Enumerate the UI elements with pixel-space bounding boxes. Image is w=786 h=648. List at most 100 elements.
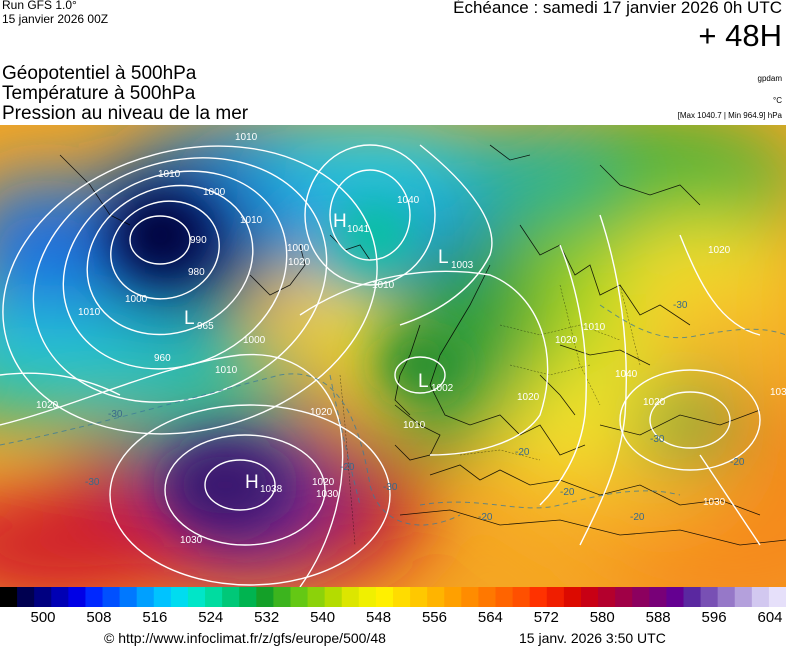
lead-time: + 48H <box>698 18 782 53</box>
low-value: 1003 <box>451 260 474 271</box>
color-scale-swatch <box>375 587 394 607</box>
low-center: L 1002 <box>418 371 454 394</box>
source-credit: © http://www.infoclimat.fr/z/gfs/europe/… <box>104 630 386 646</box>
color-scale-swatch <box>187 587 206 607</box>
isobar-label: 980 <box>188 267 205 278</box>
color-scale-swatch <box>0 587 18 607</box>
isobar-label: 1020 <box>555 335 578 346</box>
isobar-label: 1010 <box>403 420 426 431</box>
color-scale-swatch <box>512 587 531 607</box>
color-scale-swatch <box>239 587 257 607</box>
temperature-label: -30 <box>650 434 665 445</box>
color-scale-tick-label: 564 <box>477 609 503 626</box>
isobar-label: 1020 <box>36 400 59 411</box>
color-scale-tick-label: 548 <box>366 609 392 626</box>
temperature-labels: -30 -20 -20 -30 -20 -30 -30 -20 -20 -20 … <box>85 300 745 523</box>
weather-map: 1010 1000 990 980 1000 1010 1020 1030 10… <box>0 125 786 587</box>
color-scale-swatch <box>734 587 753 607</box>
color-scale-swatch <box>461 587 480 607</box>
unit-geopotential: gpdam <box>757 74 782 83</box>
high-letter: H <box>333 211 347 232</box>
color-scale-ticks: 500 508 516 524 532 540 548 556 564 572 580 588 596 6… <box>0 609 786 629</box>
color-scale-swatch <box>546 587 565 607</box>
color-scale-swatch <box>34 587 52 607</box>
color-scale-swatch <box>632 587 650 607</box>
low-letter: L <box>184 308 195 329</box>
color-scale-tick-label: 532 <box>254 609 280 626</box>
color-scale-swatch <box>529 587 548 607</box>
color-scale-swatch <box>290 587 309 607</box>
temperature-label: -20 <box>730 457 745 468</box>
color-scale-swatch <box>666 587 685 607</box>
color-scale-swatch <box>324 587 343 607</box>
color-scale-swatch <box>358 587 377 607</box>
high-center: H 1038 <box>245 472 283 495</box>
unit-temperature: °C <box>773 96 782 105</box>
color-scale-swatch <box>17 587 35 607</box>
color-scale-swatch <box>153 587 172 607</box>
title-pressure: Pression au niveau de la mer <box>2 103 249 124</box>
low-value: 1002 <box>431 383 454 394</box>
color-scale-tick-label: 572 <box>533 609 559 626</box>
color-scale-swatch <box>205 587 223 607</box>
color-scale-tick-label: 516 <box>142 609 168 626</box>
color-scale-swatch <box>768 587 786 607</box>
isobar-label: 1000 <box>287 243 310 254</box>
color-scale-swatch <box>170 587 189 607</box>
color-scale-tick-label: 556 <box>421 609 447 626</box>
isobar-label: 1010 <box>240 215 263 226</box>
color-scale-swatch <box>341 587 360 607</box>
forecast-valid-time: Échéance : samedi 17 janvier 2026 0h UTC <box>453 0 782 17</box>
isobar-label: 1010 <box>583 322 606 333</box>
isobar-label: 1000 <box>125 294 148 305</box>
temperature-label: -30 <box>108 409 123 420</box>
temperature-label: -20 <box>340 462 355 473</box>
isobar-label: 1030 <box>703 497 726 508</box>
isobar-label: 960 <box>154 353 171 364</box>
color-scale-swatch <box>427 587 445 607</box>
temperature-label: -30 <box>673 300 688 311</box>
color-scale-swatch <box>273 587 292 607</box>
isobar-label: 1030 <box>770 387 786 398</box>
title-temperature: Température à 500hPa <box>2 83 196 104</box>
high-center: H 1041 <box>333 211 370 235</box>
high-value: 1038 <box>260 484 283 495</box>
color-scale-swatch <box>136 587 155 607</box>
isobar-label: 1020 <box>310 407 333 418</box>
color-scale-swatch <box>102 587 121 607</box>
isobar-label: 1010 <box>215 365 238 376</box>
title-geopotential: Géopotentiel à 500hPa <box>2 63 197 84</box>
low-value: 965 <box>197 321 214 332</box>
color-scale-swatch <box>580 587 599 607</box>
low-letter: L <box>418 371 429 392</box>
temperature-label: -20 <box>560 487 575 498</box>
color-scale-swatch <box>256 587 274 607</box>
isobar-label: 1000 <box>243 335 266 346</box>
color-scale-swatch <box>751 587 770 607</box>
color-scale-swatch <box>615 587 633 607</box>
field-layer: 1010 1000 990 980 1000 1010 1020 1030 10… <box>0 125 786 587</box>
isobar-label: 1000 <box>203 187 226 198</box>
isobar-label: 1010 <box>158 169 181 180</box>
run-date: 15 janvier 2026 00Z <box>2 12 109 26</box>
color-scale-swatch <box>598 587 616 607</box>
color-scale-tick-label: 604 <box>757 609 783 626</box>
color-scale-swatch <box>683 587 702 607</box>
isobar-label: 1020 <box>643 397 666 408</box>
isobar-label: 1020 <box>517 392 540 403</box>
isobar-label: 1040 <box>397 195 420 206</box>
isobar-label: 1010 <box>372 280 395 291</box>
low-center: L 1003 <box>438 247 474 271</box>
temperature-label: -30 <box>85 477 100 488</box>
color-scale-swatch <box>410 587 428 607</box>
borders <box>339 284 641 546</box>
color-scale-swatch <box>717 587 736 607</box>
color-scale-tick-label: 500 <box>30 609 56 626</box>
color-scale-swatch <box>222 587 240 607</box>
isobar-label: 1010 <box>235 132 258 143</box>
color-scale-tick-label: 596 <box>701 609 727 626</box>
pressure-centers: H 1041 L 1003 L 965 L 1002 H 1038 <box>184 211 474 495</box>
color-scale-tick-label: 580 <box>589 609 615 626</box>
high-letter: H <box>245 472 259 493</box>
run-label: Run GFS 1.0° <box>2 0 77 12</box>
